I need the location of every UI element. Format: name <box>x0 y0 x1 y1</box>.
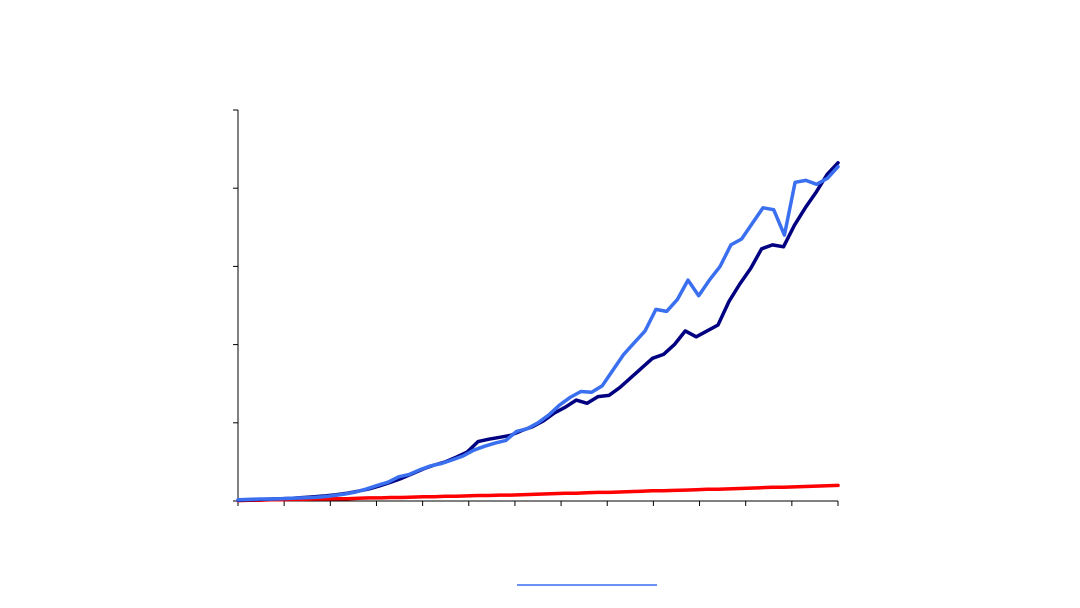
series-line-2 <box>236 164 840 502</box>
y-ticks-group <box>233 109 238 502</box>
x-ticks-group <box>237 501 839 506</box>
series-line-1 <box>236 161 840 502</box>
axes-group <box>237 110 838 502</box>
series-line-3 <box>236 483 840 503</box>
series-group <box>236 161 840 503</box>
